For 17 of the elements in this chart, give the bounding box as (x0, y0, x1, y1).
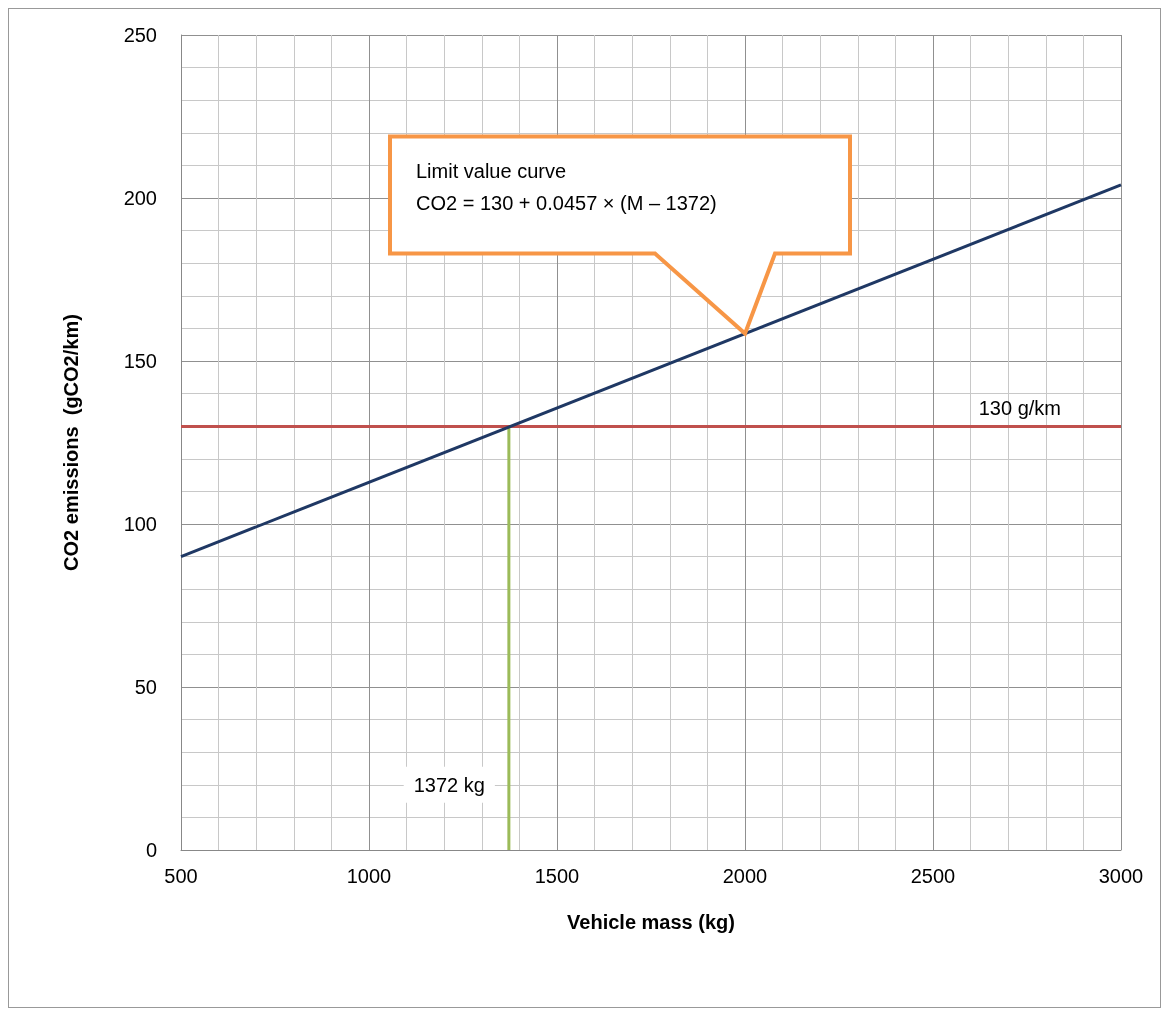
x-tick-label: 1000 (346, 865, 392, 887)
x-tick-label: 500 (164, 865, 198, 887)
y-tick-label: 150 (123, 350, 157, 372)
y-tick-label: 100 (123, 513, 157, 535)
x-tick-label: 3000 (1098, 865, 1144, 887)
y-axis-title: CO2 emissions (gCO2/km) (60, 314, 82, 571)
y-tick-label: 200 (123, 187, 157, 209)
annotation: Limit value curve CO2 = 130 + 0.0457 × (M – 1372) (416, 159, 717, 214)
x-axis-title: Vehicle mass (kg) (567, 911, 735, 933)
x-tick-label: 2000 (722, 865, 768, 887)
ref-line-label: 130 g/km (978, 397, 1061, 420)
x-tick-label: 1500 (534, 865, 580, 887)
annotation: 1372 kg (413, 773, 485, 796)
y-tick-label: 50 (134, 676, 157, 698)
y-tick-label: 0 (145, 839, 157, 861)
x-tick-label: 2500 (910, 865, 956, 887)
y-tick-label: 250 (123, 24, 157, 46)
